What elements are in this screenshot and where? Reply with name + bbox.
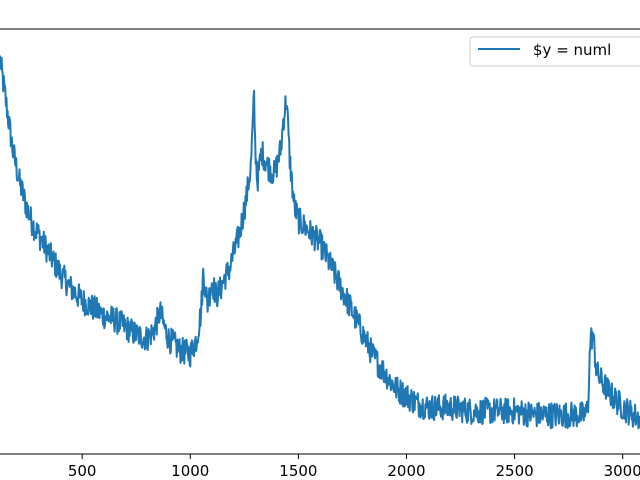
x-tick-label: 2500 (496, 462, 534, 480)
x-tick-label: 2000 (387, 462, 425, 480)
x-tick-label: 1500 (279, 462, 317, 480)
x-axis-ticks: 500 1000 1500 2000 2500 3000 (68, 454, 640, 480)
x-tick-label: 3000 (604, 462, 640, 480)
plot-frame (0, 28, 640, 455)
series-layer (0, 55, 640, 430)
legend-label: $y = numl (533, 41, 611, 59)
legend-box (469, 36, 640, 67)
series-line (0, 55, 640, 430)
legend: $y = numl (469, 36, 640, 67)
x-tick-label: 500 (68, 462, 97, 480)
x-tick-label: 1000 (171, 462, 209, 480)
